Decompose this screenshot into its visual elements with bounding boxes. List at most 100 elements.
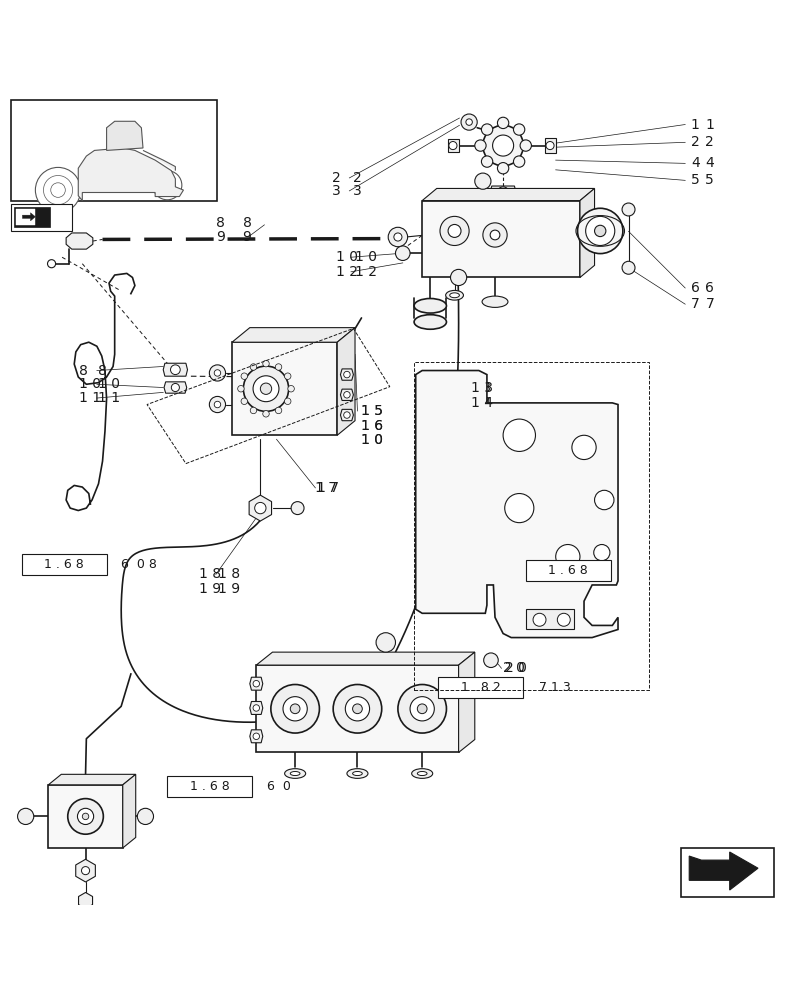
Text: 2: 2 bbox=[690, 135, 699, 149]
Bar bbox=[49, 785, 122, 848]
Bar bbox=[438, 677, 523, 698]
Circle shape bbox=[513, 156, 524, 167]
Circle shape bbox=[448, 224, 461, 237]
Text: 1 7: 1 7 bbox=[315, 481, 337, 495]
Circle shape bbox=[440, 216, 469, 245]
Circle shape bbox=[48, 260, 55, 268]
Polygon shape bbox=[106, 121, 143, 150]
Circle shape bbox=[483, 125, 523, 166]
Circle shape bbox=[504, 494, 533, 523]
Circle shape bbox=[621, 203, 634, 216]
Circle shape bbox=[585, 216, 614, 245]
Bar bbox=[422, 201, 579, 277]
Circle shape bbox=[238, 385, 244, 392]
Circle shape bbox=[250, 364, 256, 370]
Ellipse shape bbox=[417, 771, 427, 776]
Text: 1 2: 1 2 bbox=[335, 265, 357, 279]
Polygon shape bbox=[337, 328, 354, 435]
Circle shape bbox=[77, 808, 93, 824]
Circle shape bbox=[82, 813, 88, 820]
Text: 1 . 6 8: 1 . 6 8 bbox=[190, 780, 230, 793]
Text: 2: 2 bbox=[705, 135, 714, 149]
Text: 8: 8 bbox=[216, 216, 225, 230]
Text: 1 8: 1 8 bbox=[218, 567, 240, 581]
Polygon shape bbox=[579, 188, 594, 277]
Polygon shape bbox=[422, 188, 594, 201]
Polygon shape bbox=[163, 363, 187, 376]
Circle shape bbox=[448, 142, 457, 150]
Text: 3: 3 bbox=[331, 184, 340, 198]
Circle shape bbox=[241, 398, 247, 405]
Circle shape bbox=[250, 407, 256, 414]
Circle shape bbox=[18, 808, 34, 824]
Circle shape bbox=[513, 124, 524, 135]
Text: 7 1 3: 7 1 3 bbox=[538, 681, 570, 694]
Text: 1 2: 1 2 bbox=[354, 265, 376, 279]
Polygon shape bbox=[249, 495, 271, 521]
Circle shape bbox=[571, 435, 595, 460]
Text: 1 8: 1 8 bbox=[199, 567, 221, 581]
Circle shape bbox=[275, 407, 281, 414]
Text: 3: 3 bbox=[353, 184, 362, 198]
Circle shape bbox=[67, 799, 103, 834]
Circle shape bbox=[474, 173, 491, 189]
Circle shape bbox=[461, 114, 477, 130]
Circle shape bbox=[417, 704, 427, 714]
Polygon shape bbox=[340, 409, 353, 421]
Circle shape bbox=[395, 246, 410, 260]
Text: 6  0: 6 0 bbox=[267, 780, 290, 793]
Text: 1 0: 1 0 bbox=[361, 433, 383, 447]
Circle shape bbox=[577, 208, 622, 254]
Text: 1: 1 bbox=[690, 118, 699, 132]
Circle shape bbox=[36, 167, 80, 213]
Circle shape bbox=[499, 205, 507, 214]
Text: 1 . 8 2: 1 . 8 2 bbox=[460, 681, 500, 694]
Circle shape bbox=[243, 366, 288, 411]
Ellipse shape bbox=[411, 769, 432, 778]
Bar bbox=[525, 560, 610, 581]
Circle shape bbox=[214, 370, 221, 376]
Ellipse shape bbox=[285, 769, 305, 778]
Circle shape bbox=[263, 360, 269, 367]
Circle shape bbox=[284, 373, 290, 379]
Text: 1 0: 1 0 bbox=[335, 250, 357, 264]
Text: 1 3: 1 3 bbox=[470, 381, 492, 395]
Circle shape bbox=[621, 261, 634, 274]
Circle shape bbox=[171, 383, 179, 392]
Circle shape bbox=[593, 545, 609, 561]
Text: 1 0: 1 0 bbox=[79, 377, 101, 391]
Text: 1 0: 1 0 bbox=[354, 250, 376, 264]
Circle shape bbox=[497, 163, 508, 174]
Bar bbox=[680, 848, 773, 897]
Text: 1 5: 1 5 bbox=[361, 404, 383, 418]
Circle shape bbox=[381, 659, 397, 676]
Bar bbox=[11, 100, 217, 201]
Circle shape bbox=[397, 685, 446, 733]
Ellipse shape bbox=[414, 315, 446, 329]
Text: 1 1: 1 1 bbox=[98, 391, 121, 405]
Circle shape bbox=[483, 653, 498, 668]
Circle shape bbox=[51, 183, 65, 197]
Circle shape bbox=[170, 365, 180, 375]
Circle shape bbox=[159, 177, 175, 193]
Ellipse shape bbox=[346, 769, 367, 778]
Polygon shape bbox=[689, 852, 757, 890]
Circle shape bbox=[333, 685, 381, 733]
Circle shape bbox=[275, 364, 281, 370]
Text: 9: 9 bbox=[242, 230, 251, 244]
Circle shape bbox=[263, 411, 269, 417]
Polygon shape bbox=[340, 369, 353, 380]
Polygon shape bbox=[458, 652, 474, 752]
Polygon shape bbox=[415, 371, 617, 638]
Circle shape bbox=[260, 383, 272, 394]
Circle shape bbox=[375, 633, 395, 652]
Text: 6  0 8: 6 0 8 bbox=[121, 558, 157, 571]
Circle shape bbox=[81, 867, 89, 875]
Polygon shape bbox=[491, 204, 514, 215]
Text: 1 1: 1 1 bbox=[79, 391, 101, 405]
Polygon shape bbox=[75, 859, 95, 882]
Ellipse shape bbox=[352, 771, 362, 776]
Ellipse shape bbox=[445, 290, 463, 300]
Polygon shape bbox=[544, 138, 555, 153]
Circle shape bbox=[345, 697, 369, 721]
